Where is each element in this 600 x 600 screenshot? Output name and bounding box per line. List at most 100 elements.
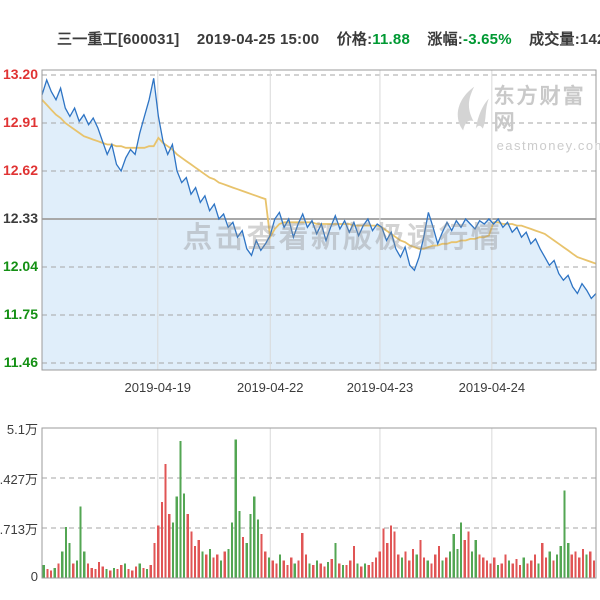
- volume-bar: [279, 554, 282, 578]
- volume-bar: [552, 560, 555, 578]
- volume-bar: [146, 569, 149, 578]
- volume-bar: [478, 554, 481, 578]
- volume-bar: [437, 545, 440, 578]
- eastmoney-flame-icon: [457, 86, 489, 131]
- volume-bar: [441, 560, 444, 578]
- eastmoney-logo-text: 东方财富网 eastmoney.com: [494, 84, 600, 153]
- volume-bar: [581, 548, 584, 578]
- volume-bar: [120, 564, 123, 578]
- volume-bar: [282, 560, 285, 578]
- volume-bar: [109, 570, 112, 578]
- volume-bar: [142, 567, 145, 578]
- volume-bar: [160, 502, 163, 578]
- volume-bar: [426, 560, 429, 578]
- volume-bar: [127, 569, 130, 578]
- volume-bar: [378, 551, 381, 578]
- volume-bar: [186, 513, 189, 578]
- volume-bar: [105, 569, 108, 578]
- volume-bar: [504, 554, 507, 578]
- volume-bar: [500, 563, 503, 578]
- volume-bar: [293, 563, 296, 578]
- volume-bar: [123, 563, 127, 578]
- volume-bar: [256, 519, 259, 578]
- volume-bar: [79, 506, 82, 578]
- volume-bar: [482, 557, 485, 578]
- volume-bar: [515, 559, 518, 578]
- volume-bar: [341, 564, 344, 578]
- volume-bar: [157, 525, 160, 578]
- volume-bar: [345, 564, 348, 578]
- volume-bar: [149, 564, 152, 578]
- volume-bar: [231, 522, 234, 578]
- volume-bar: [511, 563, 514, 578]
- price-label: 价格:: [336, 31, 373, 48]
- volume-bar: [367, 564, 370, 578]
- volume-bar: [526, 563, 529, 578]
- volume-bar: [327, 561, 330, 578]
- stock-name: 三一重工: [57, 31, 118, 48]
- price-value: 11.88: [372, 31, 411, 48]
- volume-bar: [286, 564, 289, 578]
- volume-bar: [349, 560, 352, 578]
- volume-bar: [42, 564, 45, 578]
- watermark-link[interactable]: 点击查看新版极速行情: [183, 222, 504, 254]
- volume-bar: [496, 564, 500, 578]
- volume-bar: [537, 563, 540, 578]
- volume-bar: [201, 551, 204, 578]
- volume-bar: [356, 563, 359, 578]
- volume-value: 14251.77手: [579, 31, 600, 48]
- volume-bar: [264, 551, 267, 578]
- price-area-fill: [42, 78, 596, 371]
- volume-bar: [64, 526, 67, 578]
- volume-bar: [548, 551, 551, 578]
- volume-bar: [408, 560, 411, 578]
- volume-bar: [271, 560, 274, 578]
- volume-bar: [338, 563, 341, 578]
- volume-bar: [290, 557, 293, 578]
- volume-bar: [585, 554, 588, 578]
- volume-bar: [72, 563, 75, 578]
- volume-bar: [212, 557, 215, 578]
- volume-bar: [301, 532, 304, 578]
- volume-bar: [219, 560, 223, 578]
- volume-bar: [489, 563, 492, 578]
- volume-bar: [168, 513, 171, 578]
- price-line: [41, 78, 597, 300]
- logo-site-name: 东方财富网: [493, 85, 586, 134]
- volume-label: 成交量:: [529, 31, 580, 48]
- volume-bar: [544, 557, 548, 578]
- volume-bar: [205, 554, 208, 578]
- volume-bar: [533, 554, 536, 578]
- volume-bar: [131, 570, 134, 578]
- volume-bar: [190, 531, 193, 578]
- volume-bar: [227, 548, 230, 578]
- volume-bar: [308, 563, 311, 578]
- volume-bar: [389, 525, 392, 578]
- volume-bar: [138, 563, 141, 578]
- volume-bar: [61, 551, 64, 578]
- volume-bar: [330, 559, 333, 578]
- volume-bar: [112, 567, 115, 578]
- volume-bar: [275, 563, 278, 578]
- volume-bar: [68, 543, 71, 578]
- volume-bar: [541, 543, 544, 578]
- volume-bar: [234, 439, 237, 578]
- volume-bar: [153, 543, 156, 578]
- volume-bar: [559, 545, 562, 578]
- volume-bar: [242, 537, 245, 578]
- volume-bar: [397, 554, 400, 578]
- volume-bar: [393, 531, 396, 578]
- volume-bar: [216, 554, 219, 578]
- volume-bar: [452, 534, 455, 578]
- volume-bar: [445, 557, 448, 578]
- volume-bar: [430, 563, 433, 578]
- volume-bar: [400, 557, 404, 578]
- volume-bar: [171, 522, 175, 578]
- volume-bar: [459, 522, 463, 578]
- volume-bar: [404, 551, 407, 578]
- volume-bar: [175, 496, 178, 578]
- volume-bar: [94, 569, 97, 578]
- volume-bar: [508, 560, 511, 578]
